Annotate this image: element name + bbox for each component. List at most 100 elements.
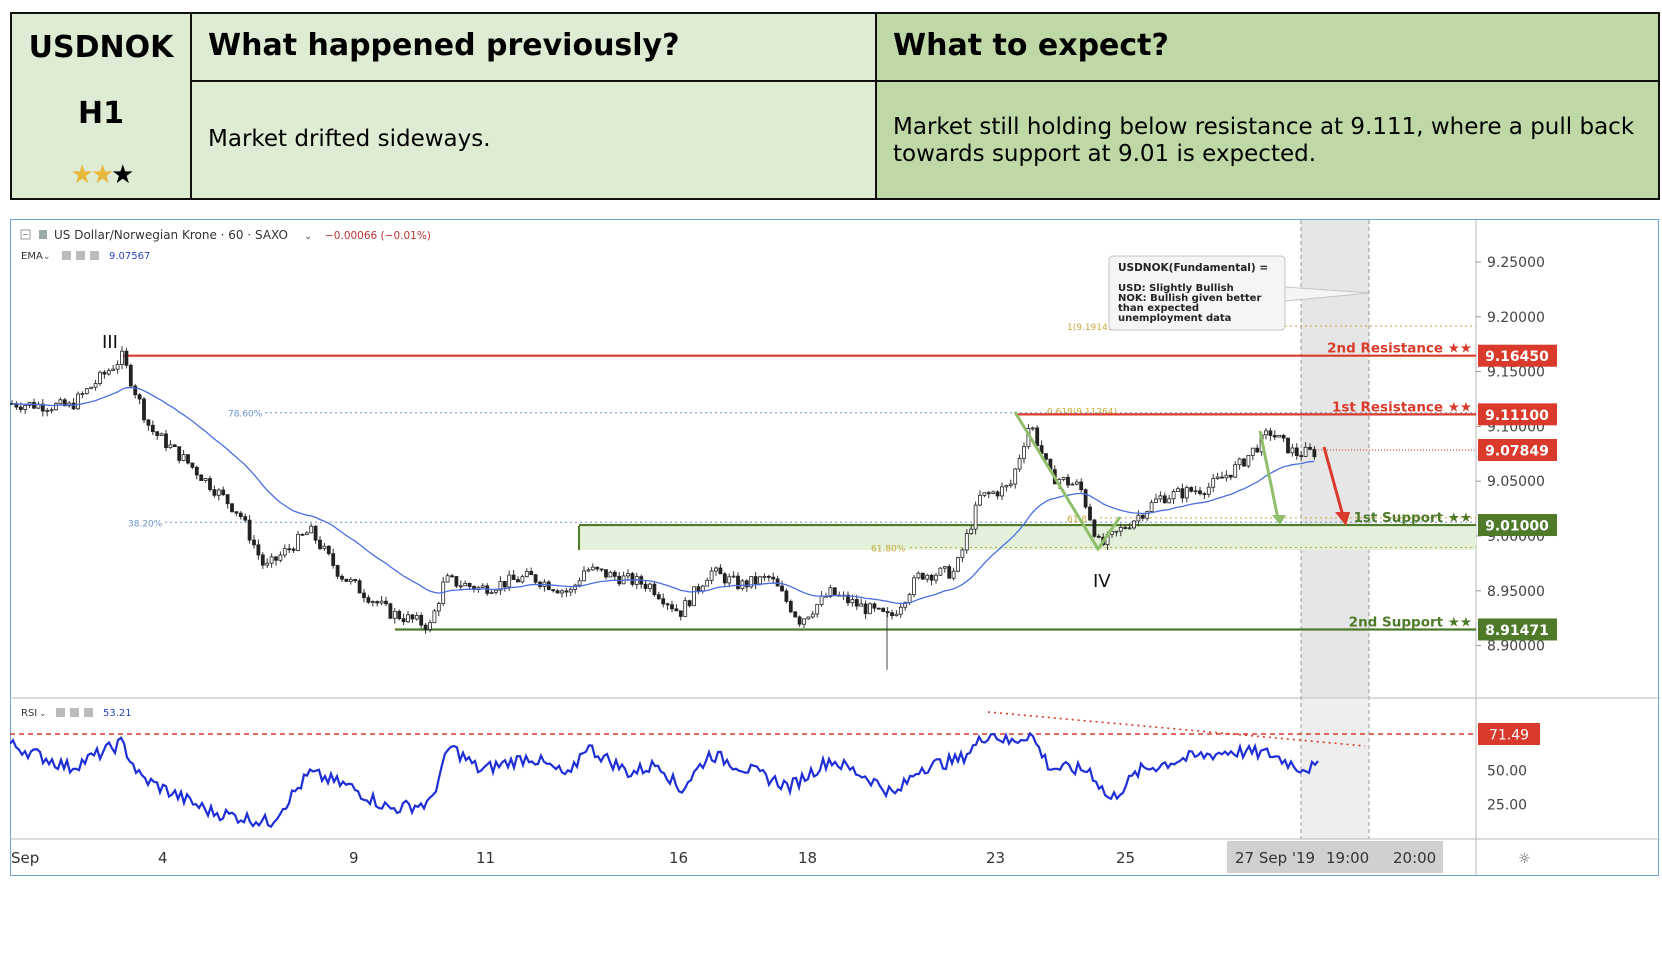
note-line: NOK: Bullish given better bbox=[1118, 293, 1261, 304]
candle bbox=[1008, 483, 1013, 486]
level-label: 2nd Support ★★ bbox=[1349, 614, 1472, 630]
chart-canvas[interactable]: 78.60% 38.20% 61.80% 61.8 1(9.19149) 0.618(9.… bbox=[9, 219, 1660, 876]
candle bbox=[806, 616, 811, 620]
candle bbox=[582, 570, 586, 582]
candle bbox=[1030, 427, 1035, 430]
candle bbox=[604, 569, 608, 578]
star-filled-icon: ★ bbox=[70, 160, 94, 190]
price-badge-text: 9.11100 bbox=[1485, 408, 1549, 424]
rsi-label[interactable]: RSI bbox=[21, 708, 37, 719]
close-icon[interactable] bbox=[84, 708, 93, 717]
candle bbox=[1228, 474, 1233, 478]
candle bbox=[1202, 493, 1207, 496]
wave-arrow bbox=[1258, 430, 1280, 520]
price-badges: 9.16450 9.11100 9.01000 8.91471 9.07849 71.49 bbox=[1315, 344, 1557, 745]
fib-label: 0.618(9.11264) bbox=[1047, 408, 1117, 418]
candle bbox=[32, 401, 36, 409]
candle bbox=[353, 579, 358, 582]
candle bbox=[1017, 457, 1022, 470]
candle bbox=[947, 566, 952, 579]
candle bbox=[687, 600, 692, 607]
price-chart[interactable]: 78.60% 38.20% 61.80% 61.8 1(9.19149) 0.618(9.… bbox=[9, 219, 1660, 876]
candle bbox=[1136, 514, 1141, 522]
candle bbox=[1299, 455, 1304, 458]
candle bbox=[568, 589, 573, 593]
close-icon[interactable] bbox=[90, 251, 99, 260]
dropdown-chevron-icon[interactable]: ⌄ bbox=[43, 252, 51, 262]
fib-label: 1(9.19149) bbox=[1067, 323, 1117, 333]
candle bbox=[929, 574, 934, 581]
candle bbox=[388, 603, 393, 619]
x-tick-label: 11 bbox=[476, 849, 495, 867]
candle bbox=[1242, 458, 1246, 467]
symbol-title[interactable]: US Dollar/Norwegian Krone · 60 · SAXO bbox=[54, 228, 288, 242]
candle bbox=[375, 601, 380, 604]
candle bbox=[626, 573, 630, 577]
candle bbox=[194, 466, 199, 476]
candle bbox=[1066, 476, 1070, 486]
dropdown-chevron-icon[interactable]: ⌄ bbox=[304, 231, 312, 242]
candle bbox=[890, 612, 894, 617]
settings-icon[interactable] bbox=[70, 708, 79, 717]
candle bbox=[362, 592, 366, 599]
previous-heading-cell: What happened previously? bbox=[190, 12, 877, 82]
price-axis[interactable]: 9.250009.200009.150009.100009.050009.000… bbox=[1476, 255, 1545, 655]
candle bbox=[872, 603, 877, 609]
fibonacci-lines: 78.60% 38.20% 61.80% 61.8 1(9.19149) 0.618(9.… bbox=[128, 323, 1476, 555]
candle bbox=[137, 394, 142, 400]
candle bbox=[758, 576, 762, 585]
candle bbox=[766, 576, 771, 578]
candle bbox=[401, 618, 406, 623]
candle bbox=[907, 594, 912, 603]
candle bbox=[18, 406, 23, 410]
candle bbox=[150, 424, 155, 433]
candle bbox=[423, 624, 428, 630]
settings-gear-icon[interactable]: ☼ bbox=[1518, 851, 1531, 867]
candle bbox=[1092, 519, 1097, 537]
y-tick-label: 8.95000 bbox=[1487, 584, 1545, 600]
candle bbox=[788, 601, 793, 613]
candle bbox=[925, 574, 930, 580]
candle bbox=[172, 444, 177, 448]
candle bbox=[648, 583, 652, 589]
candle bbox=[1220, 476, 1224, 479]
candle bbox=[274, 556, 278, 561]
candle bbox=[260, 554, 265, 566]
candle bbox=[854, 599, 859, 607]
level-label: 2nd Resistance ★★ bbox=[1327, 341, 1472, 357]
price-change: −0.00066 (−0.01%) bbox=[325, 230, 431, 242]
ema-value: 9.07567 bbox=[109, 251, 150, 262]
dropdown-chevron-icon[interactable]: ⌄ bbox=[39, 709, 47, 719]
candle bbox=[463, 582, 468, 587]
candle bbox=[120, 350, 124, 365]
candle bbox=[903, 602, 908, 608]
candle bbox=[1149, 502, 1154, 512]
candle bbox=[1132, 520, 1136, 529]
eye-icon[interactable] bbox=[62, 251, 71, 260]
rsi-axis[interactable]: 25.00 50.00 bbox=[1487, 763, 1527, 813]
candle bbox=[62, 399, 67, 407]
candle bbox=[181, 454, 186, 461]
candle bbox=[243, 516, 248, 521]
candle bbox=[630, 573, 635, 585]
collapse-icon[interactable] bbox=[20, 229, 31, 240]
forecast-arrow bbox=[1322, 446, 1345, 517]
candle bbox=[203, 478, 208, 481]
candle bbox=[753, 576, 758, 585]
candle bbox=[1035, 427, 1040, 447]
candle bbox=[128, 364, 133, 387]
candle bbox=[414, 615, 419, 620]
candle bbox=[678, 610, 683, 617]
eye-icon[interactable] bbox=[56, 708, 65, 717]
settings-icon[interactable] bbox=[76, 251, 85, 260]
ema-label[interactable]: EMA bbox=[21, 251, 43, 262]
candle bbox=[344, 578, 349, 582]
time-axis[interactable]: Sep 4 9 11 16 18 23 25 27 Sep '19 19:00 20:00 bbox=[11, 841, 1443, 873]
candle bbox=[1224, 474, 1229, 479]
candle bbox=[357, 580, 362, 594]
candle bbox=[335, 565, 340, 577]
candle bbox=[595, 566, 600, 570]
candle bbox=[190, 462, 195, 468]
expect-body-cell: Market still holding below resistance at… bbox=[875, 80, 1660, 200]
note-line: unemployment data bbox=[1118, 313, 1231, 324]
